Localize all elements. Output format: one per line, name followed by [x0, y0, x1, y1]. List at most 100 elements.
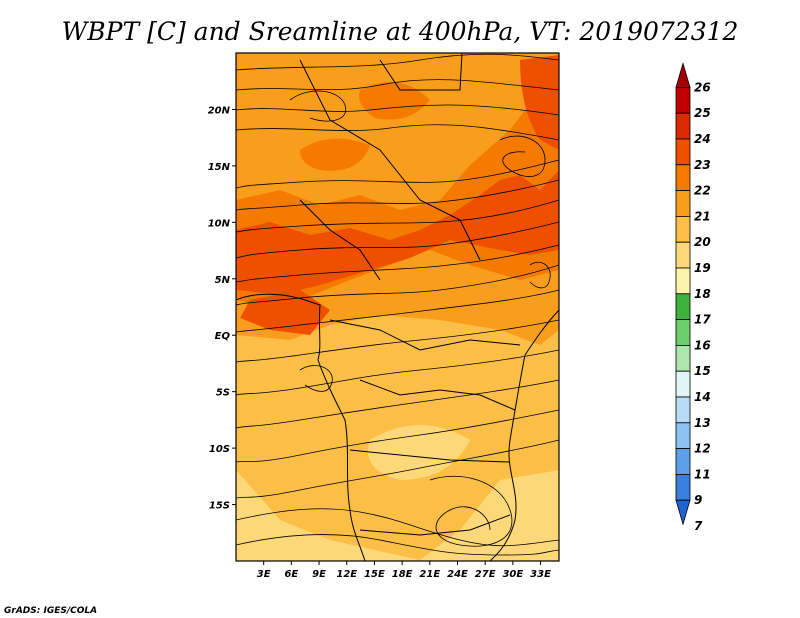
- streamline: [236, 199, 559, 233]
- colorbar-level-label: 9: [694, 493, 702, 507]
- streamline: [299, 365, 333, 392]
- lat-tick-label: 15N: [208, 162, 231, 173]
- country-borders: [236, 53, 559, 561]
- colorbar-swatch: [675, 396, 691, 424]
- lon-tick-label: 6E: [284, 569, 298, 580]
- map-frame: [235, 52, 560, 562]
- colorbar-level-label: 22: [694, 184, 711, 198]
- colorbar-level-label: 18: [694, 287, 711, 301]
- lon-tick-label: 15E: [364, 569, 385, 580]
- colorbar-level-label: 21: [694, 209, 711, 223]
- wbpt-region-23-24: [520, 55, 559, 150]
- streamline: [236, 124, 559, 141]
- latitude-axis: 20N 15N 10N 5N EQ 5S 10S 15S: [208, 105, 236, 512]
- streamline: [236, 319, 559, 363]
- lon-tick-label: 33E: [530, 569, 551, 580]
- colorbar-level-label: 24: [694, 132, 711, 146]
- streamline: [236, 179, 559, 211]
- streamline: [236, 221, 559, 259]
- border: [329, 319, 521, 351]
- colorbar-swatch: [675, 422, 691, 449]
- colorbar-swatch: [675, 87, 691, 114]
- lat-tick-label: 20N: [208, 105, 231, 116]
- streamline: [236, 534, 559, 556]
- lon-tick-label: 12E: [336, 569, 357, 580]
- lat-tick-label: 5N: [215, 275, 231, 286]
- colorbar-swatch: [675, 319, 691, 346]
- colorbar-swatch: [675, 344, 691, 372]
- wbpt-region-22-23: [359, 82, 430, 120]
- colorbar-level-label: 23: [694, 158, 711, 172]
- colorbar-swatch: [675, 473, 691, 501]
- streamline: [289, 90, 347, 122]
- colorbar-level-label: 12: [694, 442, 711, 456]
- colorbar-level-label: 25: [694, 106, 711, 120]
- colorbar-swatch: [675, 112, 691, 140]
- colorbar-level-label: 15: [694, 364, 711, 378]
- streamline: [429, 475, 513, 547]
- lon-tick-label: 18E: [392, 569, 413, 580]
- map-title: WBPT [C] and Sreamline at 400hPa, VT: 20…: [62, 17, 739, 46]
- colorbar-swatch: [675, 267, 691, 295]
- lon-tick-label: 27E: [475, 569, 496, 580]
- streamline: [236, 508, 559, 547]
- wbpt-region-19-20: [236, 470, 559, 561]
- border: [379, 53, 463, 91]
- border: [349, 449, 511, 463]
- colorbar-top-arrow: [675, 61, 691, 88]
- border: [359, 514, 511, 536]
- longitude-axis: 3E 6E 9E 12E 15E 18E 21E 24E 27E 30E 33E: [257, 561, 551, 580]
- streamlines: [236, 53, 559, 556]
- streamline: [236, 409, 559, 463]
- lat-tick-label: 15S: [209, 501, 230, 512]
- colorbar-swatch: [675, 448, 691, 475]
- colorbar-swatch: [675, 241, 691, 269]
- colorbar-level-label: 26: [694, 80, 711, 94]
- lon-tick-label: 21E: [419, 569, 440, 580]
- wbpt-region-23-24: [236, 170, 559, 295]
- streamline: [236, 79, 559, 91]
- colorbar-level-label: 11: [694, 467, 711, 481]
- map-area: [235, 52, 560, 562]
- streamline: [236, 439, 559, 499]
- streamline: [236, 159, 559, 189]
- colorbar-level-label: 16: [694, 338, 711, 352]
- colorbar-swatch: [675, 293, 691, 320]
- colorbar-level-label: 19: [694, 261, 711, 275]
- wbpt-region-22-23: [300, 138, 370, 171]
- streamline: [236, 244, 559, 283]
- streamline: [236, 53, 559, 71]
- border: [359, 379, 516, 411]
- border: [299, 59, 481, 261]
- colorbar-swatch: [675, 370, 691, 398]
- lon-tick-label: 9E: [312, 569, 326, 580]
- streamline: [236, 264, 559, 306]
- colorbar-swatch: [675, 215, 691, 243]
- colorbar-swatch: [675, 164, 691, 192]
- lon-tick-label: 24E: [447, 569, 468, 580]
- coastline: [489, 309, 559, 561]
- colorbar-level-label: 20: [694, 235, 711, 249]
- colorbar-level-label: 13: [694, 416, 711, 430]
- streamline: [529, 261, 551, 289]
- colorbar-bottom-arrow: [675, 499, 691, 526]
- streamline: [236, 349, 559, 396]
- colorbar-level-label: 7: [694, 519, 703, 533]
- lat-tick-label: 10N: [208, 218, 231, 229]
- streamline: [236, 289, 559, 333]
- lon-tick-label: 30E: [502, 569, 523, 580]
- colorbar-swatch: [675, 190, 691, 217]
- lat-tick-label: 5S: [216, 388, 230, 399]
- lat-tick-label: 10S: [209, 444, 230, 455]
- colorbar-level-label: 14: [694, 390, 711, 404]
- border: [299, 199, 381, 281]
- colorbar-level-label: 17: [694, 313, 711, 327]
- colorbar-swatch: [675, 138, 691, 166]
- grads-credit: GrADS: IGES/COLA: [4, 606, 97, 616]
- colorbar: 26 25 24 23 22 21 20 19 18 17 16 15 14 13 12 11 9 7: [675, 61, 711, 533]
- streamline: [236, 379, 559, 429]
- lat-tick-label: EQ: [215, 331, 231, 342]
- lon-tick-label: 3E: [257, 569, 271, 580]
- streamline: [236, 104, 559, 116]
